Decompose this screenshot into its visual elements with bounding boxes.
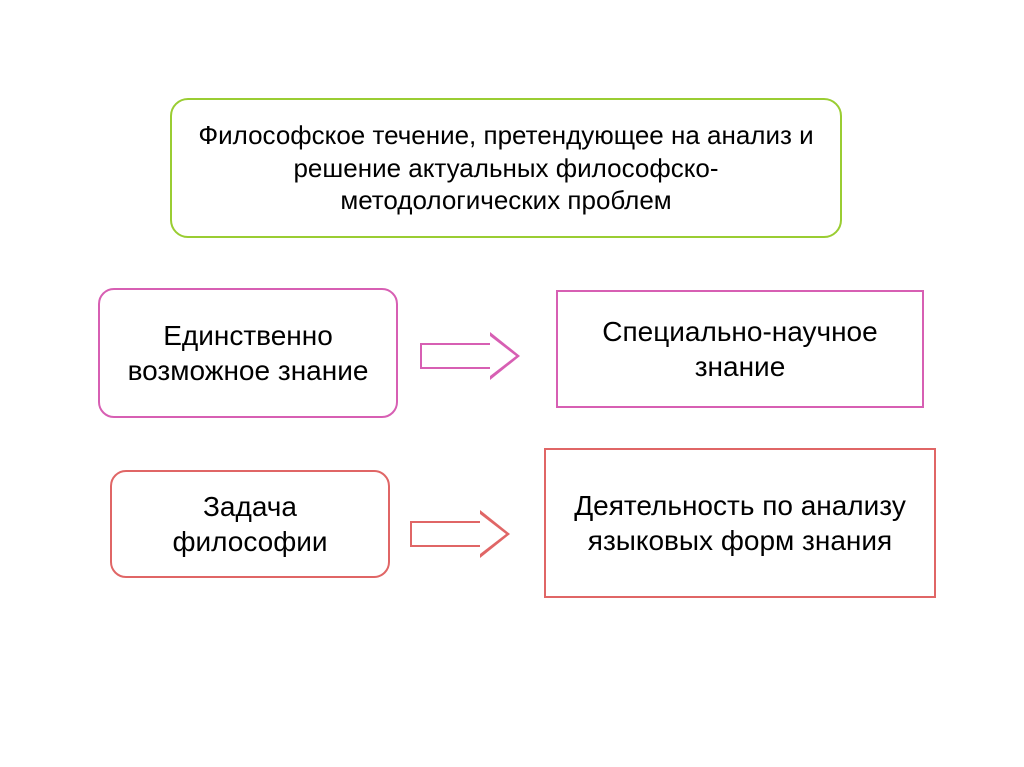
node-language-analysis: Деятельность по анализу языковых форм зн… bbox=[544, 448, 936, 598]
node-only-possible-knowledge: Единственно возможное знание bbox=[98, 288, 398, 418]
node-label: Деятельность по анализу языковых форм зн… bbox=[560, 488, 920, 558]
arrow-row1 bbox=[420, 332, 520, 380]
arrow-head-fill bbox=[490, 336, 516, 376]
definition-text: Философское течение, претендующее на ана… bbox=[186, 119, 826, 217]
node-label: Специально-научное знание bbox=[572, 314, 908, 384]
diagram-canvas: Философское течение, претендующее на ана… bbox=[0, 0, 1024, 767]
node-label: Задача философии bbox=[126, 489, 374, 559]
arrow-shaft bbox=[420, 343, 490, 369]
definition-box: Философское течение, претендующее на ана… bbox=[170, 98, 842, 238]
node-philosophy-task: Задача философии bbox=[110, 470, 390, 578]
arrow-row2 bbox=[410, 510, 510, 558]
arrow-seam bbox=[489, 345, 492, 367]
arrow-seam bbox=[479, 523, 482, 545]
node-label: Единственно возможное знание bbox=[114, 318, 382, 388]
arrow-shaft bbox=[410, 521, 480, 547]
node-scientific-knowledge: Специально-научное знание bbox=[556, 290, 924, 408]
arrow-head-fill bbox=[480, 514, 506, 554]
